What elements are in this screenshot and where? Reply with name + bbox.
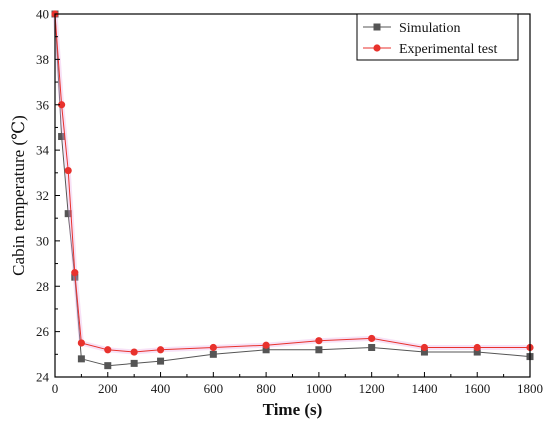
y-axis-title: Cabin temperature (℃) — [9, 115, 28, 276]
data-point — [473, 343, 481, 352]
data-point — [104, 362, 112, 370]
y-tick-label: 40 — [36, 7, 49, 22]
data-point — [262, 341, 270, 349]
legend-label: Simulation — [399, 21, 460, 36]
x-tick-label: 600 — [204, 381, 224, 396]
x-tick-label: 1600 — [464, 381, 490, 396]
x-tick-label: 1000 — [306, 381, 332, 396]
data-point — [64, 210, 72, 218]
y-tick-label: 32 — [36, 188, 49, 203]
data-point — [57, 101, 66, 109]
data-point — [64, 166, 72, 175]
data-point — [368, 344, 376, 352]
x-tick-label: 800 — [256, 381, 276, 396]
data-point — [315, 346, 323, 354]
data-point — [209, 343, 217, 352]
data-point — [368, 334, 376, 343]
data-point — [262, 346, 270, 354]
x-tick-label: 400 — [151, 381, 171, 396]
y-tick-label: 30 — [36, 233, 49, 248]
x-tick-label: 1400 — [411, 381, 437, 396]
data-point — [420, 348, 428, 356]
legend-marker — [373, 23, 381, 31]
data-point — [473, 348, 481, 356]
legend-label: Experimental test — [399, 42, 497, 57]
data-point — [77, 339, 85, 347]
legend-item-2: Experimental test — [363, 42, 497, 57]
legend: Simulation Experimental test — [356, 13, 519, 61]
data-point — [157, 357, 165, 365]
axes: 0 200 400 600 800 1000 1200 1400 1600 1800 24 26 28 3… — [36, 7, 543, 397]
x-tick-label: 1800 — [517, 381, 543, 396]
x-tick-label: 200 — [98, 381, 118, 396]
data-point — [77, 355, 85, 363]
y-tick-label: 28 — [36, 279, 49, 294]
y-tick-label: 24 — [36, 370, 50, 385]
data-point — [420, 343, 429, 352]
y-tick-label: 26 — [36, 324, 50, 339]
data-point — [315, 337, 323, 345]
x-axis-title: Time (s) — [263, 400, 323, 419]
y-tick-label: 38 — [36, 52, 49, 67]
data-point — [156, 346, 165, 354]
data-point — [130, 359, 138, 367]
legend-marker — [373, 44, 381, 52]
data-point — [58, 133, 66, 141]
legend-box — [356, 13, 519, 61]
x-tick-label: 1200 — [359, 381, 385, 396]
data-point — [104, 346, 112, 354]
y-tick-label: 36 — [36, 97, 50, 112]
data-point — [71, 269, 79, 277]
data-point — [209, 350, 217, 358]
data-point — [130, 348, 138, 356]
y-tick-label: 34 — [36, 143, 50, 158]
x-tick-label: 0 — [52, 381, 59, 396]
legend-item-1: Simulation — [363, 21, 460, 36]
